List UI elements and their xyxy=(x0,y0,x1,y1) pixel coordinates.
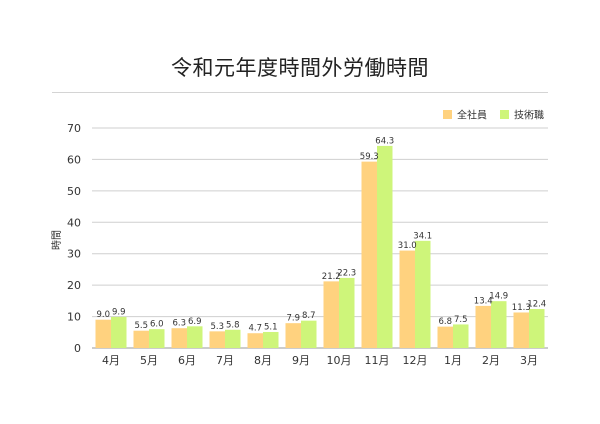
grid-lines xyxy=(92,127,548,349)
bar-engineers xyxy=(187,326,203,348)
data-label: 22.3 xyxy=(337,268,356,278)
x-tick-label: 1月 xyxy=(444,354,462,367)
y-tick-label: 70 xyxy=(67,122,81,135)
bar-all-staff xyxy=(209,331,225,348)
y-tick-label: 50 xyxy=(67,185,81,198)
data-label: 14.9 xyxy=(489,292,508,302)
x-tick-label: 3月 xyxy=(520,354,538,367)
title-divider xyxy=(52,92,548,93)
x-tick-label: 10月 xyxy=(327,354,352,367)
y-axis-ticks: 0 10 20 30 40 50 60 70 xyxy=(67,122,81,355)
data-label: 12.4 xyxy=(527,300,546,310)
bar-engineers xyxy=(415,240,431,348)
data-label: 21.2 xyxy=(322,272,341,282)
data-label: 59.3 xyxy=(360,152,379,162)
y-axis-label: 時間 xyxy=(51,230,63,250)
y-tick-label: 60 xyxy=(67,153,81,166)
x-axis-ticks: 4月 5月 6月 7月 8月 9月 10月 11月 12月 1月 2月 3月 xyxy=(102,354,538,367)
bar-all-staff xyxy=(399,250,415,348)
bar-engineers xyxy=(377,145,393,348)
x-tick-label: 4月 xyxy=(102,354,120,367)
data-label: 6.8 xyxy=(438,317,452,327)
data-label: 5.1 xyxy=(264,322,278,332)
data-label: 9.9 xyxy=(112,307,126,317)
bar-engineers xyxy=(225,329,241,348)
bar-all-staff xyxy=(475,305,491,348)
legend-swatch xyxy=(500,110,509,119)
data-label: 9.0 xyxy=(96,310,110,320)
bar-all-staff xyxy=(437,326,453,348)
legend-label: 全社員 xyxy=(457,109,487,122)
bar-all-staff xyxy=(361,161,377,348)
x-tick-label: 7月 xyxy=(216,354,234,367)
y-tick-label: 10 xyxy=(67,311,81,324)
data-label: 4.7 xyxy=(248,324,262,334)
chart-title: 令和元年度時間外労働時間 xyxy=(171,56,429,80)
data-label: 34.1 xyxy=(413,231,432,241)
x-tick-label: 2月 xyxy=(482,354,500,367)
bar-engineers xyxy=(263,331,279,348)
legend: 全社員 技術職 xyxy=(443,109,544,122)
legend-swatch xyxy=(443,110,452,119)
data-label: 31.0 xyxy=(398,241,417,251)
bar-all-staff xyxy=(133,330,149,348)
bar-engineers xyxy=(529,309,545,348)
x-tick-label: 12月 xyxy=(403,354,428,367)
data-label: 8.7 xyxy=(302,311,316,321)
y-tick-label: 30 xyxy=(67,248,81,261)
bar-all-staff xyxy=(171,328,187,348)
data-label: 7.9 xyxy=(286,314,300,324)
y-tick-label: 20 xyxy=(67,279,81,292)
data-label: 13.4 xyxy=(474,296,493,306)
x-tick-label: 5月 xyxy=(140,354,158,367)
bar-all-staff xyxy=(95,319,111,348)
x-tick-label: 8月 xyxy=(254,354,272,367)
legend-label: 技術職 xyxy=(514,109,544,122)
bar-engineers xyxy=(149,329,165,348)
data-label: 64.3 xyxy=(375,136,394,146)
x-tick-label: 11月 xyxy=(365,354,390,367)
y-tick-label: 0 xyxy=(74,342,81,355)
y-tick-label: 40 xyxy=(67,216,81,229)
data-label: 5.8 xyxy=(226,320,240,330)
data-labels: 9.0 9.9 5.5 6.0 6.3 6.9 5.3 5.8 4.7 5.1 7.9 8.7 21.2… xyxy=(96,136,546,333)
bar-engineers xyxy=(453,324,469,348)
x-tick-label: 9月 xyxy=(292,354,310,367)
bar-all-staff xyxy=(323,281,339,348)
bar-all-staff xyxy=(513,312,529,348)
bar-all-staff xyxy=(285,323,301,348)
data-label: 6.9 xyxy=(188,317,202,327)
data-label: 11.3 xyxy=(512,303,531,313)
data-label: 7.5 xyxy=(454,315,468,325)
bar-engineers xyxy=(111,316,127,348)
bar-series xyxy=(95,145,545,348)
bar-engineers xyxy=(491,301,507,348)
data-label: 6.0 xyxy=(150,320,164,330)
bar-all-staff xyxy=(247,333,263,348)
bar-engineers xyxy=(339,277,355,348)
data-label: 6.3 xyxy=(172,319,186,329)
bar-engineers xyxy=(301,320,317,348)
data-label: 5.5 xyxy=(134,321,148,331)
x-tick-label: 6月 xyxy=(178,354,196,367)
data-label: 5.3 xyxy=(210,322,224,332)
